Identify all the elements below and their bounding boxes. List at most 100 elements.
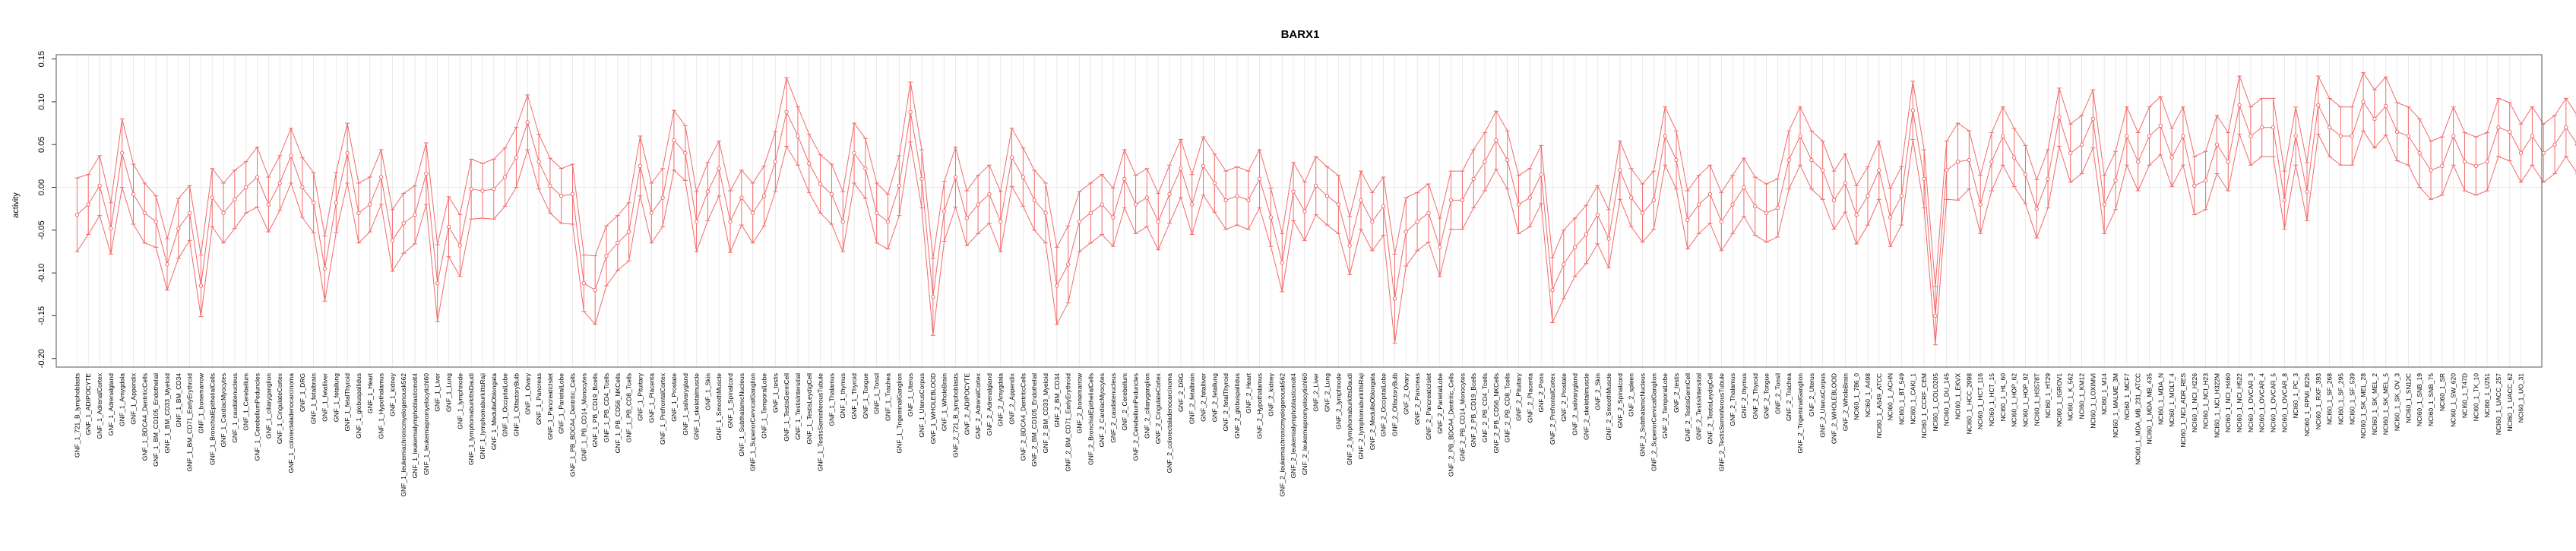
data-point [1483, 160, 1487, 164]
data-point [378, 175, 384, 179]
x-tick-label: GNF_1_PB_CD8_Tcells [625, 373, 633, 442]
data-point [1055, 283, 1059, 288]
x-tick-label: GNF_1_globuspallidus [355, 373, 362, 439]
x-tick-label: GNF_2_Placenta [1526, 373, 1533, 423]
data-point [266, 202, 271, 207]
data-point [2090, 116, 2096, 122]
data-point [413, 212, 417, 217]
x-tick-label: NCI60_1_COLO205 [1932, 373, 1939, 432]
data-point [435, 280, 440, 286]
x-tick-label: GNF_2_OccipitalLobe [1380, 373, 1388, 437]
x-tick-label: GNF_2_fetalliver [1200, 373, 1207, 422]
data-point [829, 192, 834, 197]
x-tick-label: NCI60_1_TK_10 [2472, 373, 2479, 422]
x-tick-label: GNF_1_testis [771, 373, 779, 413]
data-point [1324, 194, 1330, 198]
x-tick-label: GNF_2_Ovary [1402, 372, 1410, 415]
data-point [1021, 175, 1026, 179]
data-point [1809, 157, 1814, 163]
x-tick-label: GNF_2_BM_CD34 [1053, 373, 1061, 428]
data-point [2338, 134, 2343, 138]
data-point [1967, 157, 1972, 163]
x-tick-label: GNF_2_PB_CD4_Tcells [1481, 373, 1489, 442]
data-point [2113, 178, 2118, 183]
data-point [717, 166, 721, 171]
x-tick-label: GNF_1_AdrenalCortex [96, 372, 103, 439]
data-point [334, 201, 338, 205]
x-tick-label: GNF_1_WHOLEBLOOD [929, 373, 937, 444]
data-point [1640, 211, 1645, 216]
x-tick-label: GNF_1_Cerebellum [242, 373, 250, 431]
x-tick-label: NCI60_1_T47D [2460, 373, 2468, 418]
data-point [1189, 202, 1195, 207]
data-point [941, 209, 947, 214]
x-tick-label: GNF_1_CardiacMyocytes [220, 373, 227, 447]
data-point [739, 195, 744, 200]
data-point [1223, 198, 1228, 203]
data-point [2429, 168, 2433, 173]
data-point [931, 294, 935, 299]
x-tick-label: GNF_2_skeletalmuscle [1582, 373, 1590, 440]
data-point [1888, 215, 1893, 220]
data-point [131, 192, 136, 197]
x-tick-label: NCI60_1_RXF_393 [2315, 373, 2322, 429]
x-tick-label: GNF_2_SubthalamicNucleus [1639, 373, 1647, 457]
data-point [1347, 243, 1352, 248]
data-point [1415, 219, 1419, 224]
data-point [1843, 181, 1848, 185]
x-tick-label: GNF_2_BronchialEpithelialCells [1087, 373, 1094, 465]
data-point [536, 160, 541, 164]
data-point [1742, 185, 1746, 190]
x-tick-label: NCI60_1_HOP_92 [2021, 373, 2029, 427]
data-point [1663, 134, 1667, 138]
data-point [97, 183, 102, 188]
x-tick-label: GNF_2_BM_CD105_Endothelial [1030, 373, 1038, 467]
x-tick-label: NCI60_1_SK_MEL_2 [2371, 373, 2378, 435]
x-tick-label: NCI60_1_A549_ATCC [1875, 373, 1883, 438]
x-tick-label: GNF_1_Ovary [524, 372, 531, 415]
x-tick-label: GNF_1_fetalbrain [310, 373, 318, 424]
data-point [1820, 168, 1825, 173]
x-tick-label: GNF_1_TestisSeminiferousTubule [817, 373, 824, 471]
data-point [2079, 142, 2084, 147]
plot-frame [55, 54, 2543, 368]
data-point [390, 238, 395, 243]
x-tick-label: NCI60_1_HCT_15 [1988, 373, 1995, 426]
data-point [1505, 157, 1510, 163]
data-point [2462, 160, 2467, 164]
series-line [77, 100, 2576, 316]
data-point [1065, 262, 1071, 267]
data-point [1651, 198, 1657, 203]
data-point [593, 287, 597, 293]
x-tick-label: NCI60_1_UACC_62 [2506, 373, 2514, 432]
data-point [492, 187, 496, 192]
data-point [2158, 123, 2163, 128]
y-tick-label: 0.05 [37, 137, 46, 153]
x-tick-label: GNF_1_leukemialymphoblasticmolt4 [411, 373, 419, 479]
data-point [2361, 100, 2366, 104]
data-point [1100, 202, 1104, 207]
x-tick-label: NCI60_1_MDA_MB_435 [2145, 373, 2153, 445]
data-point [1854, 212, 1859, 217]
data-point [784, 109, 789, 115]
x-tick-label: GNF_2_Cerebellum [1121, 373, 1128, 431]
data-point [2192, 183, 2197, 188]
x-tick-label: GNF_2_CerebellumPeduncles [1132, 373, 1140, 461]
data-point [559, 194, 564, 198]
data-point [976, 202, 980, 207]
x-tick-label: NCI60_1_LOXIMVI [2089, 373, 2097, 429]
x-tick-label: GNF_1_thymus [839, 373, 847, 419]
data-point [1494, 138, 1498, 143]
x-tick-label: GNF_2_BM_CD71_EarlyErythroid [1065, 373, 1072, 472]
x-tick-label: GNF_1_Thyroid [850, 373, 858, 420]
x-tick-label: NCI60_1_CCRF_CEM [1920, 373, 1928, 439]
data-point [322, 266, 328, 271]
x-tick-label: NCI60_1_HCC_2998 [1965, 373, 1973, 435]
x-tick-label: GNF_1_BM_CD71_EarlyErythroid [186, 373, 194, 472]
x-tick-label: GNF_2_Appendix [1008, 372, 1016, 424]
data-point [1009, 155, 1014, 160]
x-tick-label: GNF_1_TestisIntersitial [794, 373, 802, 440]
x-tick-label: GNF_1_PB_CD14_Monocytes [580, 373, 587, 461]
data-point [649, 211, 653, 216]
x-tick-label: GNF_2_Pons [1537, 373, 1545, 413]
